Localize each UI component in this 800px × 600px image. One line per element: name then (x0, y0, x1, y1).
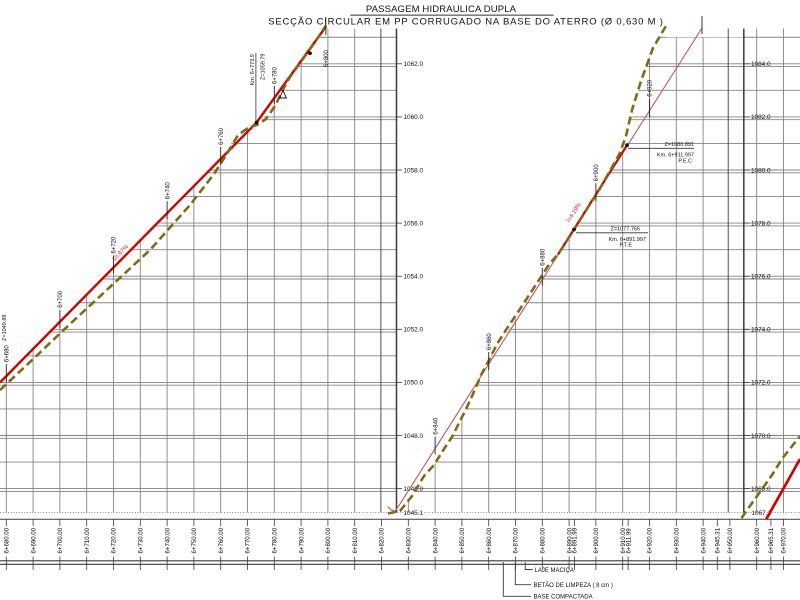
svg-text:1068.0: 1068.0 (751, 486, 771, 493)
svg-text:1048.0: 1048.0 (404, 433, 424, 440)
svg-text:1074.0: 1074.0 (751, 327, 771, 334)
svg-text:6+930.00: 6+930.00 (674, 527, 681, 553)
svg-text:6+720: 6+720 (112, 236, 118, 254)
svg-text:Km. 6+773.9: Km. 6+773.9 (250, 54, 256, 85)
svg-text:1046.0: 1046.0 (404, 486, 424, 493)
svg-text:6+720.00: 6+720.00 (111, 527, 118, 553)
svg-text:6+700: 6+700 (58, 290, 64, 308)
svg-text:6+760: 6+760 (219, 127, 225, 145)
svg-text:6+891.99: 6+891.99 (572, 527, 579, 553)
svg-text:6+950.00: 6+950.00 (727, 527, 734, 553)
svg-text:6+911.99: 6+911.99 (625, 528, 632, 554)
svg-text:6+890.00: 6+890.00 (566, 527, 573, 553)
svg-text:6+770.00: 6+770.00 (245, 527, 252, 553)
svg-text:6+900.00: 6+900.00 (593, 527, 600, 553)
svg-text:1060.0: 1060.0 (404, 114, 424, 121)
svg-text:6+780.00: 6+780.00 (272, 527, 279, 553)
svg-text:6+700.00: 6+700.00 (57, 527, 64, 553)
svg-text:6+945.31: 6+945.31 (715, 527, 722, 553)
svg-text:SECÇÃO CIRCULAR EM PP CORRUGAD: SECÇÃO CIRCULAR EM PP CORRUGADO NA BASE … (268, 17, 664, 28)
svg-text:Z=1059.79: Z=1059.79 (261, 54, 267, 80)
svg-text:LAJE MACIÇA: LAJE MACIÇA (535, 568, 574, 574)
svg-text:1076.0: 1076.0 (751, 274, 771, 281)
svg-text:P.E.C: P.E.C (678, 159, 692, 165)
svg-text:6+965.31: 6+965.31 (768, 527, 775, 553)
svg-text:6+860: 6+860 (487, 333, 493, 351)
svg-text:Z=1049.88: Z=1049.88 (2, 315, 8, 341)
svg-text:Km. 6+891.997: Km. 6+891.997 (609, 237, 646, 243)
svg-text:6+960.00: 6+960.00 (754, 527, 761, 553)
svg-text:1084.0: 1084.0 (751, 61, 771, 68)
svg-text:1056.0: 1056.0 (404, 220, 424, 227)
svg-text:6+690.00: 6+690.00 (30, 527, 37, 553)
svg-text:6+840: 6+840 (433, 417, 439, 435)
svg-text:BASE COMPACTADA: BASE COMPACTADA (534, 595, 593, 600)
svg-text:6+740.00: 6+740.00 (164, 527, 171, 553)
svg-text:Z=1080.891: Z=1080.891 (664, 142, 694, 148)
svg-text:6+830.00: 6+830.00 (406, 527, 413, 553)
svg-text:PASSAGEM HIDRAULICA DUPLA: PASSAGEM HIDRAULICA DUPLA (366, 4, 517, 15)
svg-text:6+680: 6+680 (5, 345, 11, 363)
svg-text:6+900: 6+900 (594, 164, 600, 182)
svg-text:BETÃO DE LIMPEZA ( 8 cm ): BETÃO DE LIMPEZA ( 8 cm ) (534, 582, 613, 589)
svg-text:6+740: 6+740 (165, 182, 171, 200)
svg-text:6+800.00: 6+800.00 (325, 527, 332, 553)
svg-text:6+920: 6+920 (648, 79, 654, 97)
svg-text:1045.1: 1045.1 (404, 510, 424, 517)
svg-text:1082.0: 1082.0 (751, 114, 771, 121)
svg-text:1054.0: 1054.0 (404, 274, 424, 281)
svg-text:1052.0: 1052.0 (404, 327, 424, 334)
svg-text:6+870.00: 6+870.00 (513, 527, 520, 553)
svg-text:1080.0: 1080.0 (751, 167, 771, 174)
svg-text:1058.0: 1058.0 (404, 167, 424, 174)
svg-text:6+880: 6+880 (541, 248, 547, 266)
svg-text:6+920.00: 6+920.00 (647, 527, 654, 553)
svg-text:6+840.00: 6+840.00 (432, 527, 439, 553)
svg-text:6+750.00: 6+750.00 (191, 527, 198, 553)
svg-text:1062.0: 1062.0 (404, 61, 424, 68)
svg-text:6+810.00: 6+810.00 (352, 527, 359, 553)
svg-text:6+780: 6+780 (273, 66, 279, 84)
svg-text:6+710.00: 6+710.00 (84, 527, 91, 553)
svg-text:6+760.00: 6+760.00 (218, 527, 225, 553)
svg-text:6+880.00: 6+880.00 (540, 527, 547, 553)
svg-text:1078.0: 1078.0 (751, 220, 771, 227)
svg-text:6+800: 6+800 (324, 49, 330, 67)
svg-text:1072.0: 1072.0 (751, 380, 771, 387)
svg-text:Km. 6+911.997: Km. 6+911.997 (657, 153, 694, 159)
svg-text:6+910.00: 6+910.00 (620, 527, 627, 553)
svg-text:6+970.00: 6+970.00 (781, 527, 788, 553)
svg-text:Z=1077.766: Z=1077.766 (610, 227, 640, 233)
svg-text:6+790.00: 6+790.00 (298, 527, 305, 553)
svg-text:6+680.00: 6+680.00 (4, 527, 11, 553)
svg-text:1050.0: 1050.0 (404, 380, 424, 387)
svg-text:6+730.00: 6+730.00 (138, 527, 145, 553)
svg-text:1070.0: 1070.0 (751, 433, 771, 440)
svg-text:6+940.00: 6+940.00 (700, 527, 707, 553)
svg-text:6+860.00: 6+860.00 (486, 527, 493, 553)
svg-text:P.T.E: P.T.E (620, 243, 633, 249)
svg-text:6+820.00: 6+820.00 (379, 527, 386, 553)
svg-text:1067.1: 1067.1 (752, 510, 772, 517)
svg-text:6+850.00: 6+850.00 (459, 527, 466, 553)
